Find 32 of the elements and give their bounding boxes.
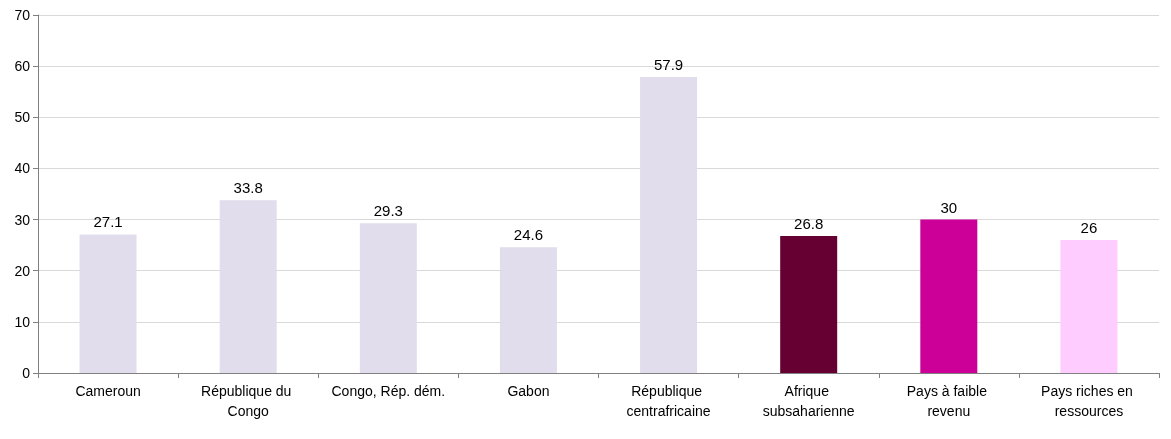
y-tick-label: 70 [14, 7, 31, 23]
y-tick-label: 30 [14, 211, 31, 228]
x-tick-label: Afrique subsaharienne [762, 383, 855, 419]
x-tick-label: République centrafricaine [626, 383, 711, 419]
bar [79, 234, 137, 373]
data-label: 26.8 [794, 214, 824, 232]
data-label: 30 [940, 198, 958, 216]
data-label: 24.6 [513, 226, 544, 244]
bar [640, 76, 698, 373]
bar [780, 235, 838, 373]
y-tick-label: 40 [14, 160, 31, 177]
bar [920, 219, 978, 373]
x-tick-label: Gabon [507, 383, 550, 399]
x-tick-label: Pays riches en ressources [1041, 383, 1137, 419]
y-tick-label: 20 [14, 262, 31, 279]
data-label: 27.1 [93, 213, 123, 231]
y-tick-label: 0 [22, 365, 31, 381]
data-label: 57.9 [653, 55, 684, 73]
data-label: 29.3 [373, 202, 403, 220]
bar [359, 223, 417, 373]
y-tick-label: 60 [14, 58, 31, 75]
x-tick-label: Congo, Rép. dém. [331, 383, 446, 399]
x-tick-label: République du Congo [201, 383, 296, 419]
bar [499, 247, 557, 373]
x-tick-label: Cameroun [75, 383, 141, 399]
bar [1060, 240, 1118, 373]
y-tick-label: 10 [14, 313, 31, 330]
data-label: 26 [1080, 219, 1098, 237]
x-tick-label: Pays à faible revenu [906, 383, 991, 419]
bar [219, 200, 277, 373]
data-label: 33.8 [233, 179, 263, 197]
y-tick-label: 50 [14, 109, 31, 126]
